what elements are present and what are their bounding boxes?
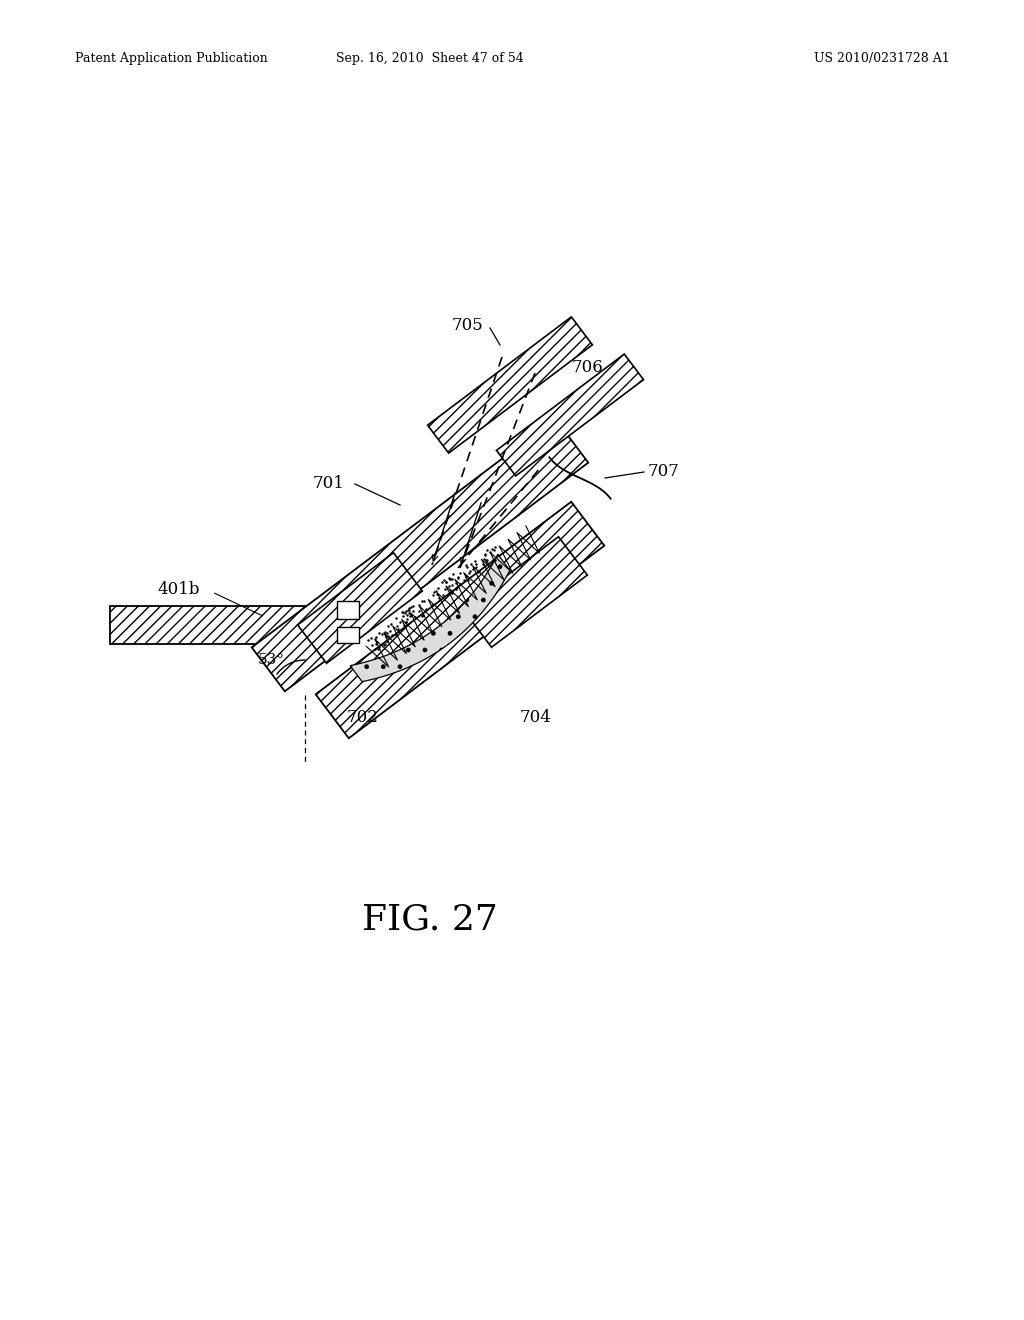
Text: 706: 706 xyxy=(572,359,604,376)
Polygon shape xyxy=(252,418,589,692)
Text: US 2010/0231728 A1: US 2010/0231728 A1 xyxy=(814,51,950,65)
Text: 705: 705 xyxy=(452,317,483,334)
Text: Patent Application Publication: Patent Application Publication xyxy=(75,51,267,65)
Polygon shape xyxy=(428,317,593,453)
Text: 701: 701 xyxy=(313,475,345,492)
Text: FIG. 27: FIG. 27 xyxy=(362,903,498,937)
Polygon shape xyxy=(337,601,359,619)
Text: 401b: 401b xyxy=(158,582,200,598)
Text: 53°: 53° xyxy=(258,653,285,667)
Polygon shape xyxy=(110,606,350,644)
Polygon shape xyxy=(350,554,510,681)
Polygon shape xyxy=(497,354,643,477)
Text: 704: 704 xyxy=(520,710,552,726)
Text: 707: 707 xyxy=(648,463,680,480)
Polygon shape xyxy=(463,537,588,647)
Polygon shape xyxy=(298,553,422,663)
Polygon shape xyxy=(315,502,604,738)
Text: Sep. 16, 2010  Sheet 47 of 54: Sep. 16, 2010 Sheet 47 of 54 xyxy=(336,51,524,65)
Polygon shape xyxy=(337,627,359,643)
Text: 702: 702 xyxy=(347,710,379,726)
